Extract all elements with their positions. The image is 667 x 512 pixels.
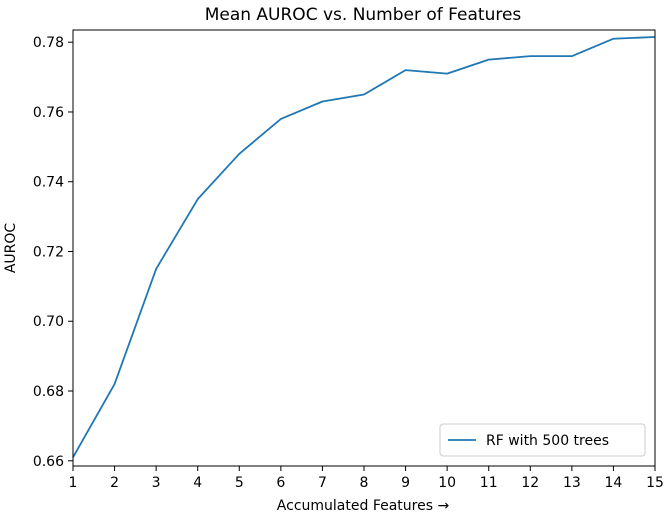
- y-tick-label: 0.66: [33, 454, 64, 470]
- x-axis-ticks: 1 2 3 4 5 6 7 8 9 10 11 12 13 14 15: [69, 466, 664, 491]
- y-tick-label: 0.68: [33, 384, 64, 400]
- y-tick-label: 0.72: [33, 244, 64, 260]
- x-tick-label: 2: [110, 475, 119, 491]
- y-tick-label: 0.74: [33, 175, 64, 191]
- x-tick-label: 4: [193, 475, 202, 491]
- y-axis-label: AUROC: [3, 223, 19, 274]
- y-axis-ticks: 0.66 0.68 0.70 0.72 0.74 0.76 0.78: [33, 35, 73, 470]
- legend-label: RF with 500 trees: [486, 433, 609, 449]
- y-tick-label: 0.78: [33, 35, 64, 51]
- x-tick-label: 10: [438, 475, 456, 491]
- series-layer: [72, 36, 656, 458]
- series-line: [72, 36, 656, 458]
- x-tick-label: 15: [646, 475, 664, 491]
- x-tick-label: 12: [521, 475, 539, 491]
- x-tick-label: 6: [276, 475, 285, 491]
- y-tick-label: 0.70: [33, 314, 64, 330]
- x-tick-label: 8: [360, 475, 369, 491]
- x-tick-label: 5: [235, 475, 244, 491]
- x-tick-label: 14: [605, 475, 623, 491]
- x-tick-label: 9: [401, 475, 410, 491]
- legend: RF with 500 trees: [439, 423, 646, 457]
- x-tick-label: 11: [480, 475, 498, 491]
- x-tick-label: 1: [69, 475, 78, 491]
- x-axis-label: Accumulated Features →: [277, 498, 450, 512]
- chart-title: Mean AUROC vs. Number of Features: [205, 5, 522, 25]
- x-tick-label: 3: [152, 475, 161, 491]
- plot-frame: [72, 29, 656, 467]
- x-tick-label: 7: [318, 475, 327, 491]
- y-tick-label: 0.76: [33, 105, 64, 121]
- x-tick-label: 13: [563, 475, 581, 491]
- legend-box: [439, 423, 646, 457]
